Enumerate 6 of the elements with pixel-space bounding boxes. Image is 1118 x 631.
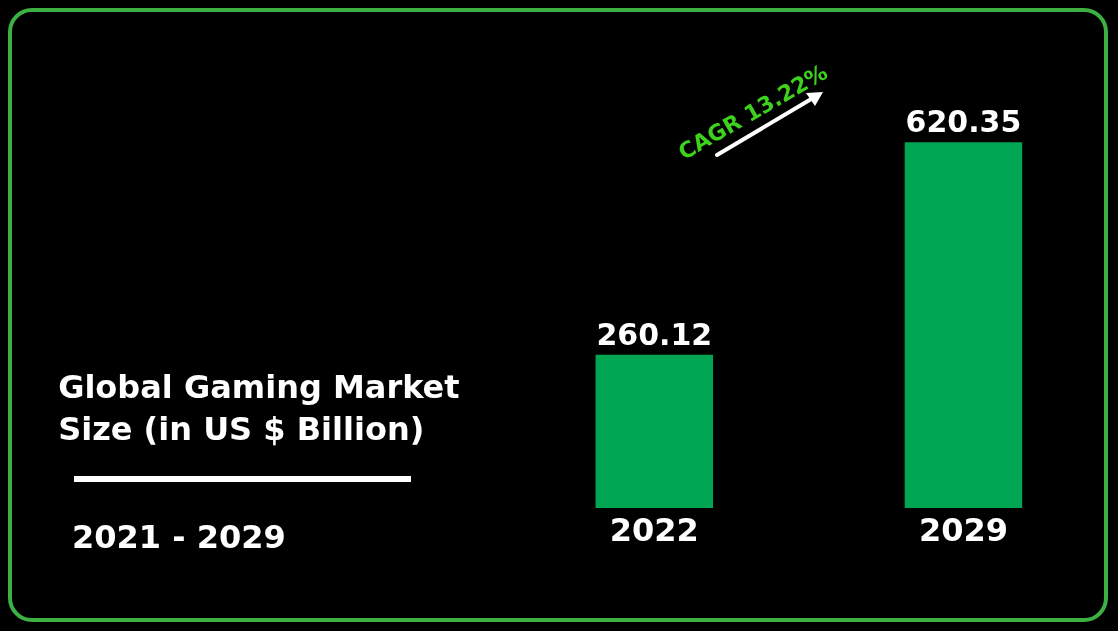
text: Global Gaming Market Size (in US $ Billion) <box>58 368 460 448</box>
data-label: 260.12 <box>596 316 713 352</box>
text: 2021 - 2029 <box>72 518 286 556</box>
x-tick-label: 2022 <box>609 510 699 549</box>
x-tick-label: 2029 <box>918 510 1008 549</box>
data-label: 620.35 <box>905 104 1022 140</box>
